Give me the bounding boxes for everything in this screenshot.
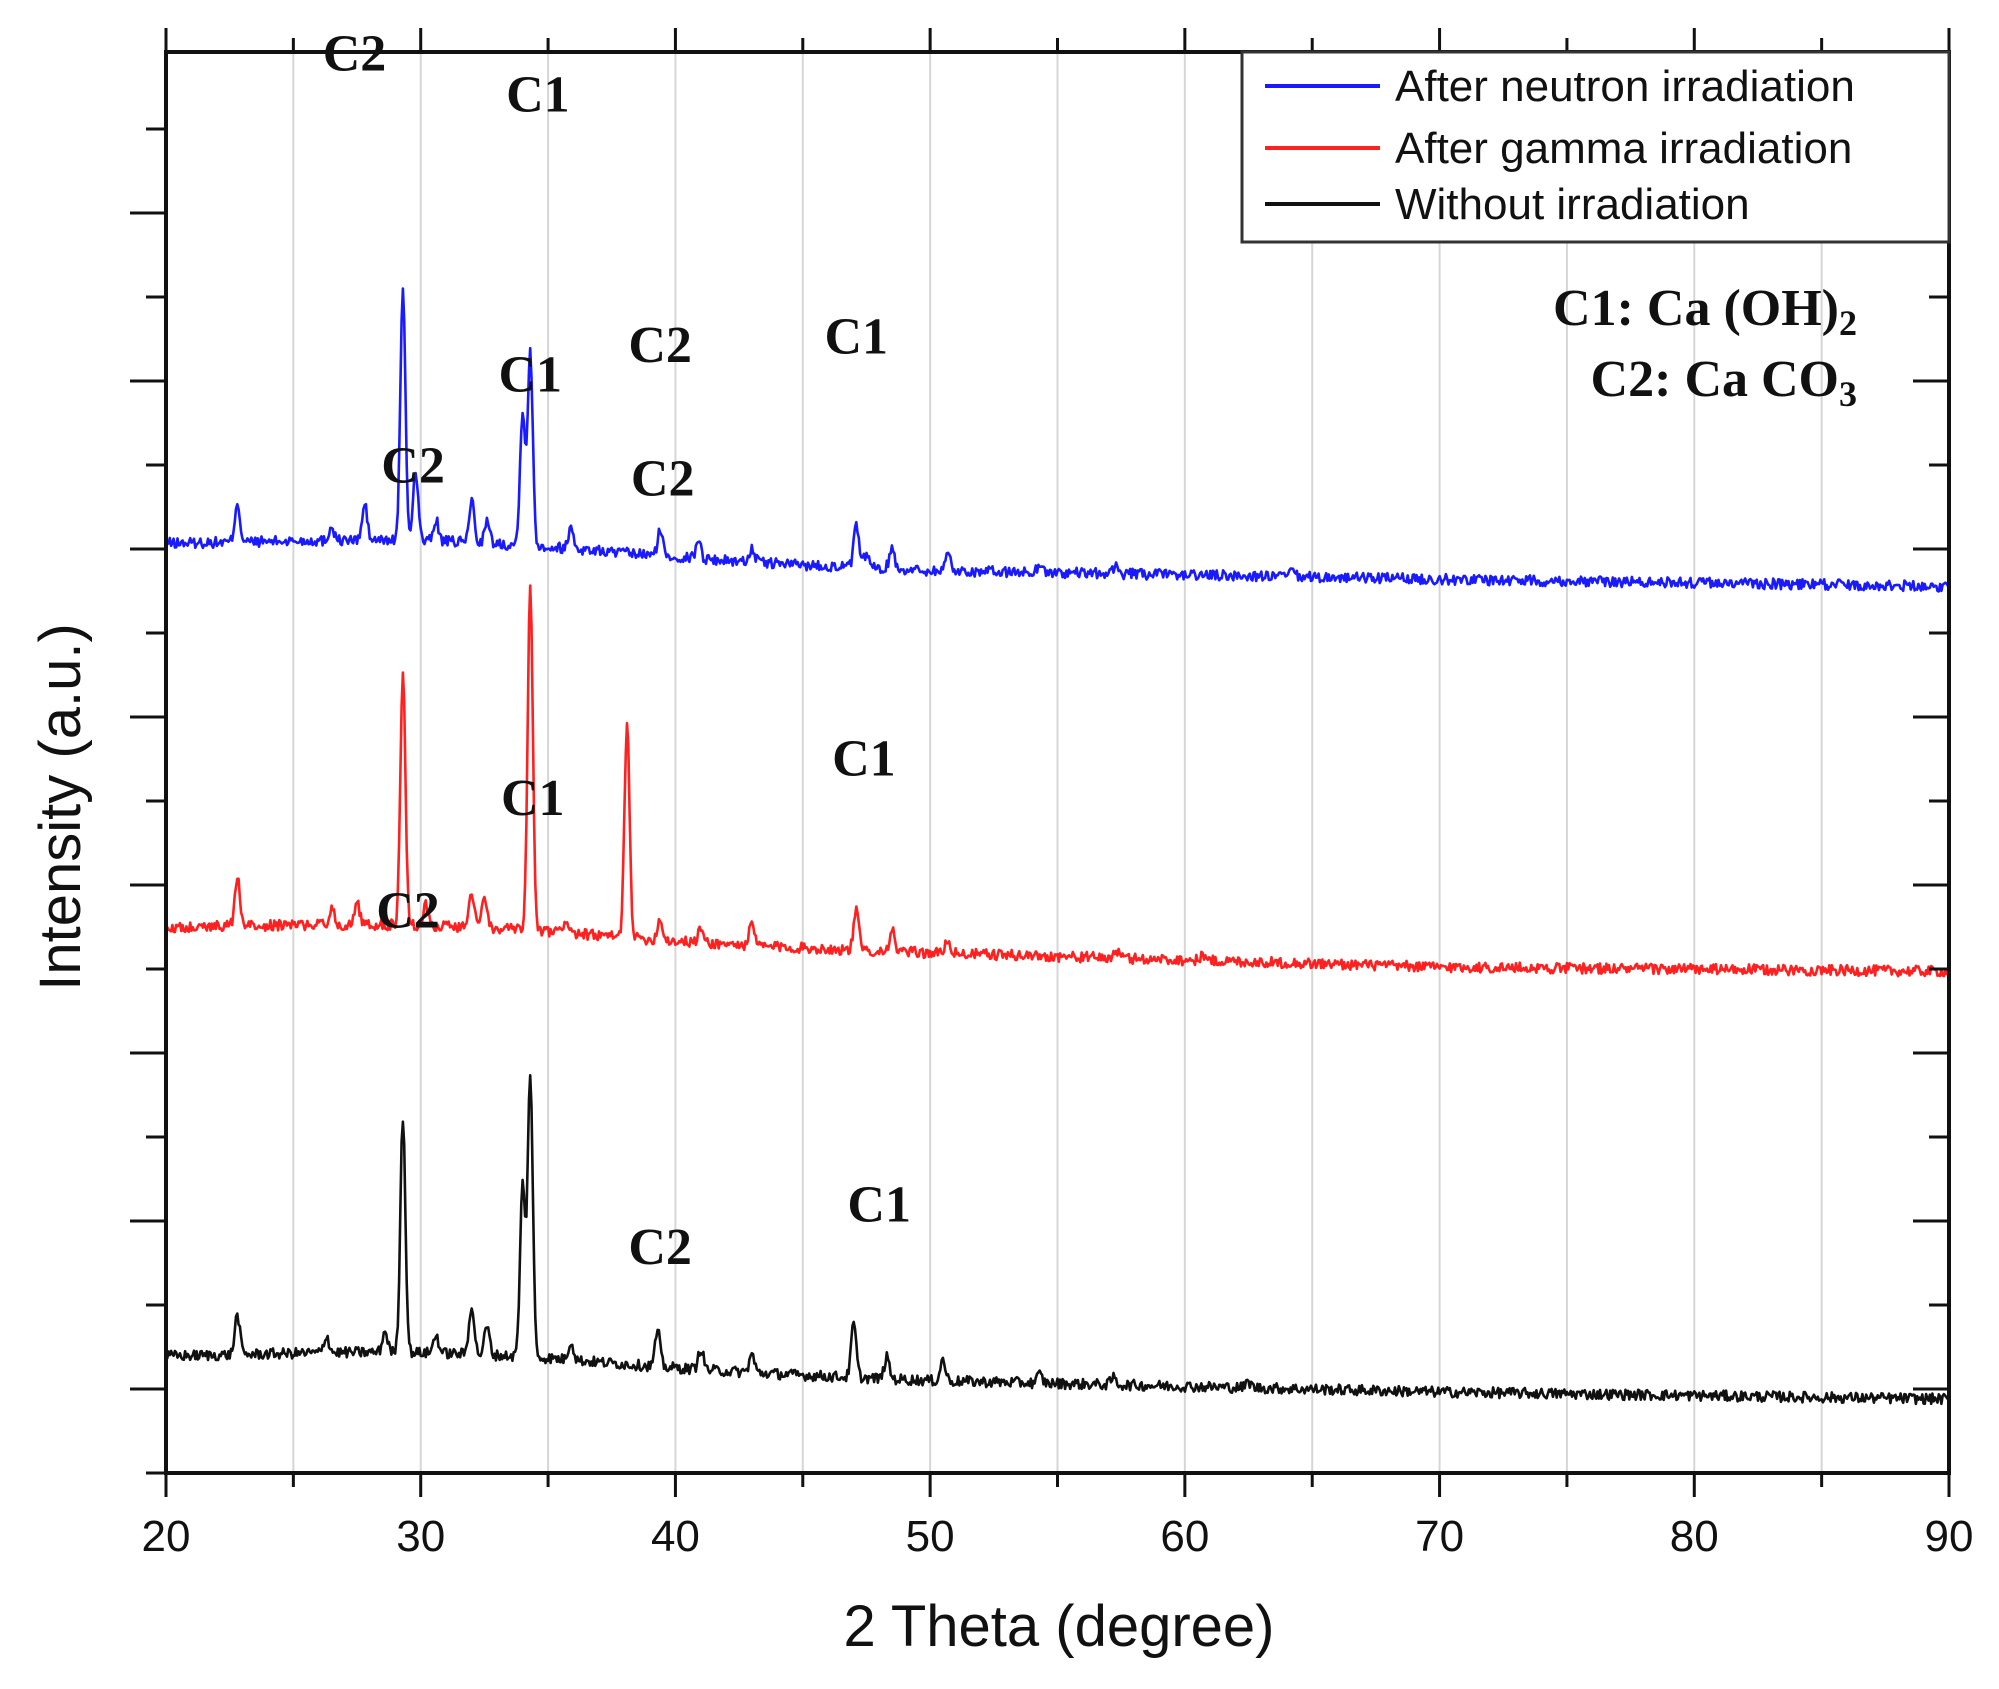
peak-label-gamma: C1: [832, 730, 896, 787]
x-tick-label: 80: [1670, 1512, 1719, 1561]
x-tick-label: 70: [1415, 1512, 1464, 1561]
x-tick-label: 90: [1925, 1512, 1974, 1561]
legend-label-neutron: After neutron irradiation: [1395, 62, 1855, 111]
phase-key-c1-sub: 2: [1839, 303, 1857, 343]
peak-label-gamma: C1: [498, 347, 562, 404]
legend-label-none: Without irradiation: [1395, 180, 1750, 229]
phase-key-c2-sub: 3: [1839, 374, 1857, 414]
x-axis-title: 2 Theta (degree): [844, 1594, 1275, 1659]
phase-key-c1-label: C1: [1553, 280, 1617, 337]
x-tick-labels: 20 30 40 50 60 70 80 90: [142, 1512, 1974, 1561]
phase-key-c2-sep: :: [1654, 351, 1684, 408]
peak-label-none: C2: [628, 1219, 692, 1276]
grid: [292, 52, 1823, 1473]
phase-key-c2: C2: Ca CO3: [1591, 351, 1857, 414]
x-tick-label: 60: [1160, 1512, 1209, 1561]
peak-label-neutron: C1: [824, 308, 888, 365]
x-tick-label: 20: [142, 1512, 191, 1561]
x-tick-label: 40: [651, 1512, 700, 1561]
phase-key-c1-sep: :: [1617, 280, 1647, 337]
axis-ticks: [130, 28, 1951, 1497]
phase-key: C1: Ca (OH)2 C2: Ca CO3: [1553, 280, 1857, 414]
peak-labels: C2 C1 C2 C1 C2 C1 C2 C1 C2 C1 C2 C1: [323, 25, 911, 1276]
peak-label-neutron: C2: [323, 25, 387, 82]
x-tick-label: 30: [396, 1512, 445, 1561]
y-axis-title: Intensity (a.u.): [28, 623, 93, 990]
peak-label-none: C1: [501, 770, 565, 827]
series-line-gamma: [164, 584, 1951, 978]
phase-key-c1: C1: Ca (OH)2: [1553, 280, 1857, 343]
peak-label-none: C1: [847, 1176, 911, 1233]
peak-label-gamma: C2: [381, 438, 445, 495]
series-line-neutron: [164, 287, 1951, 593]
peak-label-neutron: C1: [506, 67, 570, 124]
peak-label-gamma: C2: [631, 450, 695, 507]
x-tick-label: 50: [906, 1512, 955, 1561]
peak-label-none: C2: [376, 882, 440, 939]
series-group: [164, 287, 1951, 1406]
legend: After neutron irradiation After gamma ir…: [1240, 50, 1951, 244]
peak-label-neutron: C2: [628, 317, 692, 374]
series-line-none: [165, 1074, 1951, 1406]
phase-key-c1-name: Ca (OH): [1647, 280, 1839, 337]
legend-label-gamma: After gamma irradiation: [1395, 124, 1852, 173]
phase-key-c2-name: Ca CO: [1684, 351, 1839, 408]
phase-key-c2-label: C2: [1591, 351, 1655, 408]
